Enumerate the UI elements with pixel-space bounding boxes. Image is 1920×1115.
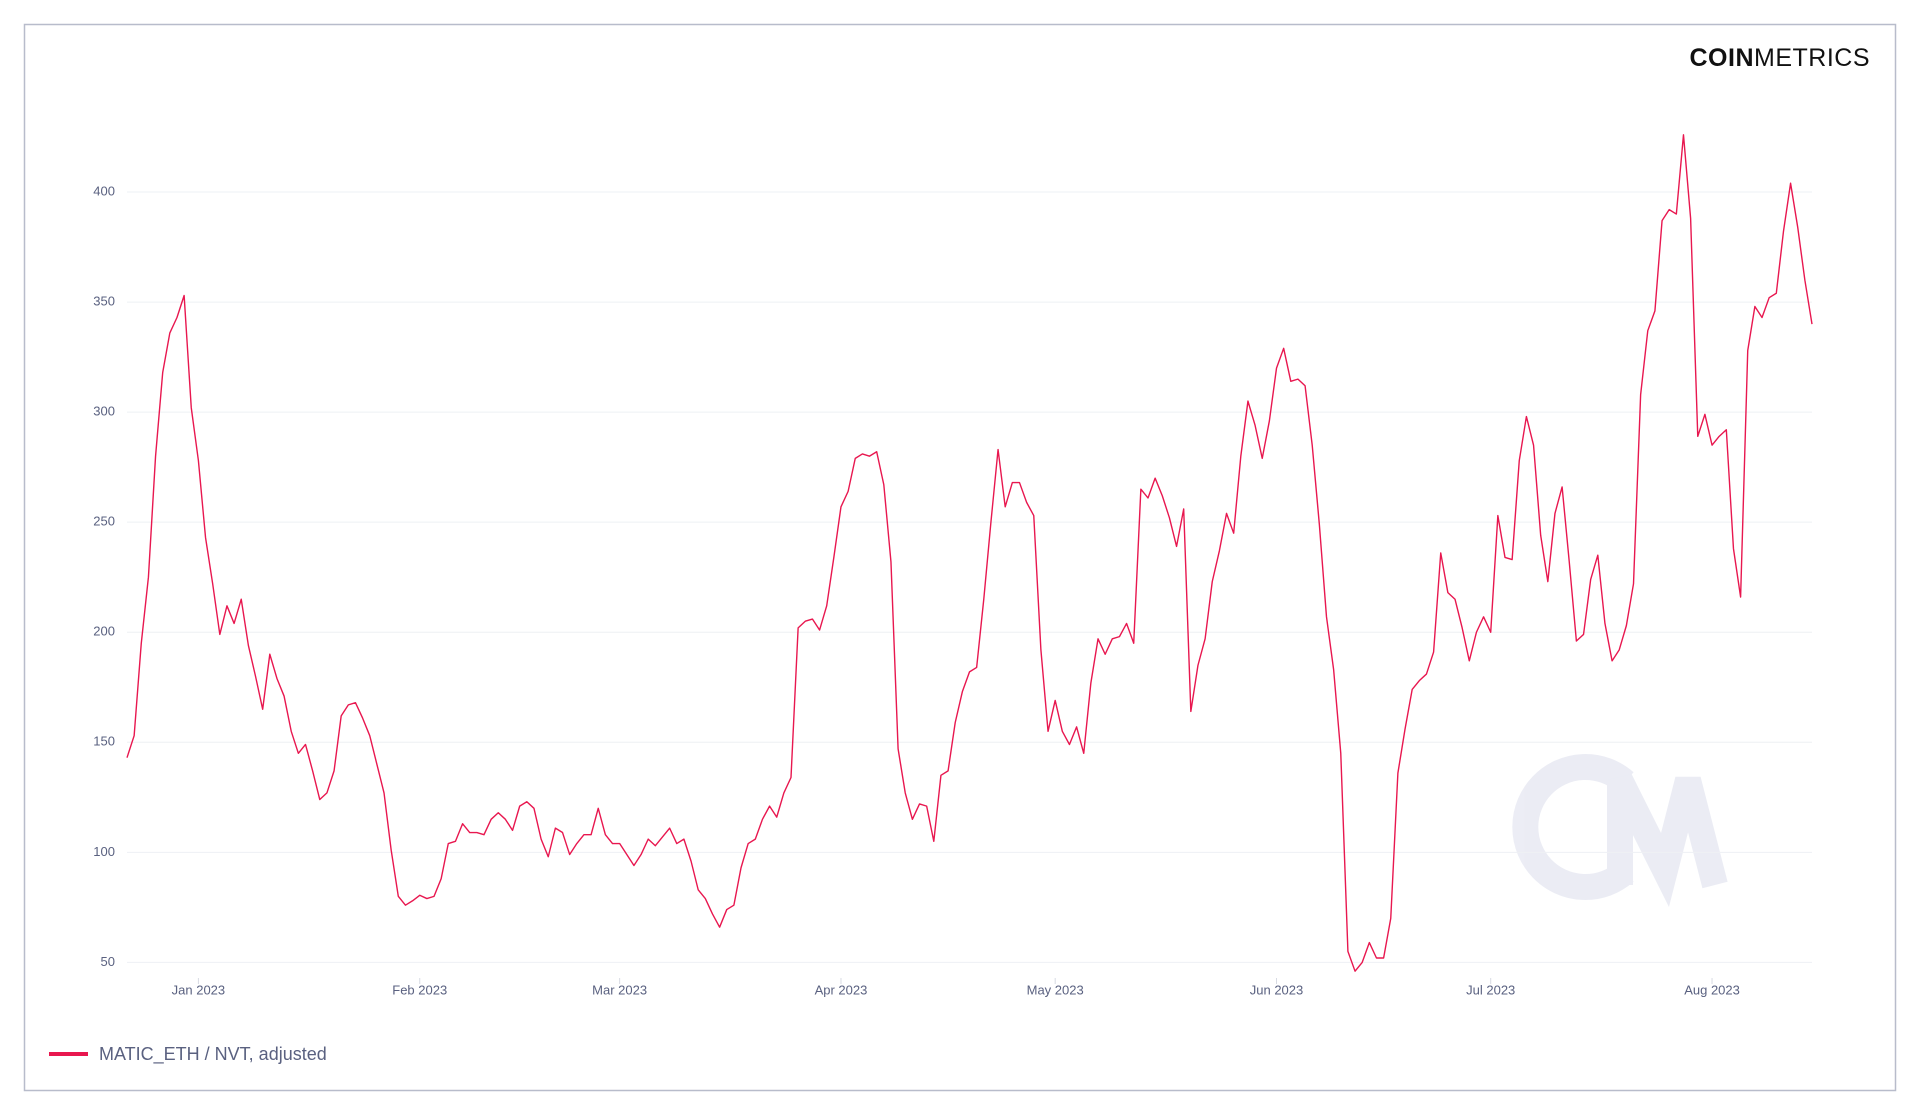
x-tick-label: Feb 2023 xyxy=(392,982,447,997)
x-tick-label: Apr 2023 xyxy=(815,982,868,997)
y-tick-label: 50 xyxy=(101,954,115,969)
y-tick-label: 300 xyxy=(93,404,115,419)
data-line xyxy=(126,134,1813,972)
brand-logo: COINMETRICS xyxy=(1690,44,1871,72)
x-tick-label: Jul 2023 xyxy=(1466,982,1515,997)
y-tick-label: 200 xyxy=(93,624,115,639)
y-tick-label: 400 xyxy=(93,183,115,198)
watermark xyxy=(1512,754,1728,907)
plot: 50 100 150 200 250 300 350 400 Jan 2023 Feb 2023 M… xyxy=(93,134,1813,997)
brand-bold: COIN xyxy=(1690,44,1755,72)
y-tick-label: 350 xyxy=(93,294,115,309)
x-tick-label: Jun 2023 xyxy=(1250,982,1304,997)
x-tick-label: Jan 2023 xyxy=(172,982,226,997)
y-tick-label: 100 xyxy=(93,844,115,859)
y-tick-label: 150 xyxy=(93,734,115,749)
x-tick-label: Mar 2023 xyxy=(592,982,647,997)
x-tick-label: Aug 2023 xyxy=(1684,982,1740,997)
brand-light: METRICS xyxy=(1754,44,1870,72)
y-tick-label: 250 xyxy=(93,514,115,529)
legend-label: MATIC_ETH / NVT, adjusted xyxy=(99,1044,327,1065)
x-tick-label: May 2023 xyxy=(1027,982,1084,997)
frame xyxy=(23,23,1897,1092)
